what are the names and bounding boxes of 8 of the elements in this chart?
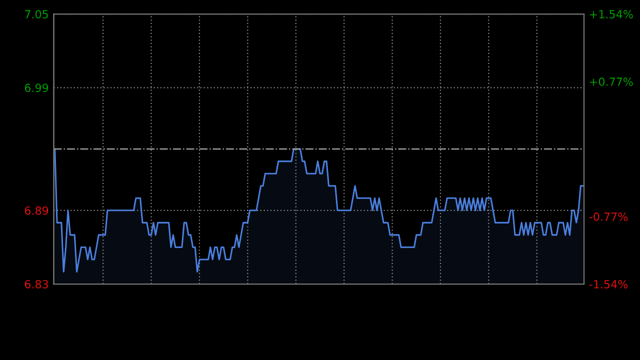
y-tick-label: 6.99 <box>24 84 48 92</box>
y2-tick-label: +1.54% <box>590 10 633 18</box>
y-tick-label: 6.83 <box>24 280 48 288</box>
y-tick-label: 7.05 <box>25 10 48 18</box>
y2-tick-label: +0.77% <box>590 78 633 86</box>
y-tick-label: 6.89 <box>24 206 48 215</box>
y2-tick-label: -1.54% <box>589 280 628 288</box>
y2-tick-label: -0.77% <box>589 212 628 221</box>
